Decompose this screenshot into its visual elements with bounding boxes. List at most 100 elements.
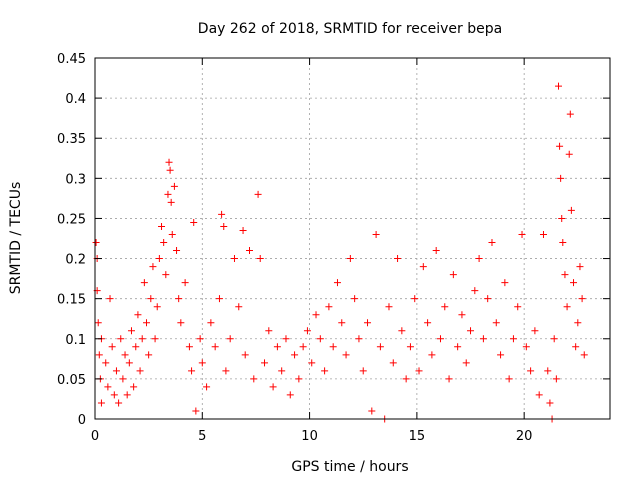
data-point xyxy=(372,230,380,238)
data-point xyxy=(198,359,206,367)
y-tick-label: 0 xyxy=(78,413,86,428)
data-point xyxy=(364,319,372,327)
data-point xyxy=(539,230,547,238)
data-point xyxy=(556,142,564,150)
data-point xyxy=(419,263,427,271)
data-point xyxy=(509,335,517,343)
data-point xyxy=(108,343,116,351)
data-point xyxy=(282,335,290,343)
data-point xyxy=(97,399,105,407)
data-point xyxy=(215,295,223,303)
data-point xyxy=(170,182,178,190)
data-point xyxy=(127,327,135,335)
data-point xyxy=(398,327,406,335)
data-point xyxy=(158,222,166,230)
data-point xyxy=(218,210,226,218)
data-point xyxy=(173,247,181,255)
data-point xyxy=(104,383,112,391)
data-point xyxy=(488,239,496,247)
data-point xyxy=(333,279,341,287)
data-point xyxy=(346,255,354,263)
data-point xyxy=(303,327,311,335)
data-point xyxy=(241,351,249,359)
x-axis-label: GPS time / hours xyxy=(291,459,408,475)
data-point xyxy=(436,335,444,343)
y-axis-ticks: 0 0.05 0.1 0.15 0.2 0.25 0.3 0.35 0.4 0.45 xyxy=(57,52,610,428)
data-point xyxy=(566,110,574,118)
data-point xyxy=(471,287,479,295)
data-point xyxy=(115,399,123,407)
data-point xyxy=(123,391,131,399)
data-point xyxy=(531,327,539,335)
y-tick-label: 0.15 xyxy=(57,293,86,308)
data-point xyxy=(475,255,483,263)
data-point xyxy=(497,351,505,359)
data-point xyxy=(273,343,281,351)
data-point xyxy=(177,319,185,327)
data-point xyxy=(514,303,522,311)
data-point xyxy=(415,367,423,375)
data-point xyxy=(574,319,582,327)
data-point xyxy=(181,279,189,287)
data-point xyxy=(265,327,273,335)
data-point xyxy=(239,226,247,234)
data-point xyxy=(563,303,571,311)
data-point xyxy=(445,375,453,383)
data-point xyxy=(555,82,562,90)
data-point xyxy=(196,335,204,343)
data-point xyxy=(462,359,470,367)
y-tick-label: 0.35 xyxy=(57,132,86,147)
data-point xyxy=(558,214,566,222)
data-point xyxy=(449,271,457,279)
data-point xyxy=(230,255,238,263)
x-tick-label: 5 xyxy=(198,429,206,444)
data-point xyxy=(484,295,492,303)
data-point xyxy=(235,303,243,311)
data-point xyxy=(94,319,102,327)
data-point xyxy=(505,375,513,383)
data-point xyxy=(175,295,183,303)
data-point xyxy=(359,367,367,375)
data-point xyxy=(250,375,258,383)
data-point xyxy=(342,351,350,359)
x-tick-label: 0 xyxy=(91,429,99,444)
data-point xyxy=(467,327,475,335)
data-point xyxy=(351,295,359,303)
data-point xyxy=(185,343,193,351)
data-point xyxy=(406,343,414,351)
data-point xyxy=(550,335,558,343)
data-point xyxy=(308,359,316,367)
data-point xyxy=(132,343,140,351)
data-point xyxy=(402,375,410,383)
data-point xyxy=(389,359,397,367)
data-point xyxy=(130,383,138,391)
grid-lines xyxy=(95,58,610,419)
y-tick-label: 0.05 xyxy=(57,373,86,388)
data-point xyxy=(164,190,172,198)
data-point xyxy=(559,239,567,247)
data-point xyxy=(151,335,159,343)
data-point xyxy=(394,255,402,263)
data-point xyxy=(578,295,586,303)
data-point xyxy=(546,399,554,407)
x-tick-label: 15 xyxy=(409,429,426,444)
data-point xyxy=(112,367,120,375)
data-point xyxy=(552,375,560,383)
data-point xyxy=(544,367,552,375)
data-point xyxy=(441,303,449,311)
data-point xyxy=(576,263,584,271)
data-point xyxy=(188,367,196,375)
x-tick-label: 20 xyxy=(516,429,533,444)
data-point xyxy=(143,319,150,327)
data-point xyxy=(321,367,329,375)
data-point xyxy=(572,343,580,351)
data-point xyxy=(167,198,175,206)
y-tick-label: 0.3 xyxy=(65,172,86,187)
data-point xyxy=(136,367,144,375)
data-point xyxy=(278,367,286,375)
data-point xyxy=(338,319,346,327)
data-point xyxy=(286,391,294,399)
y-tick-label: 0.1 xyxy=(65,333,86,348)
data-point xyxy=(138,335,146,343)
data-point xyxy=(316,335,324,343)
